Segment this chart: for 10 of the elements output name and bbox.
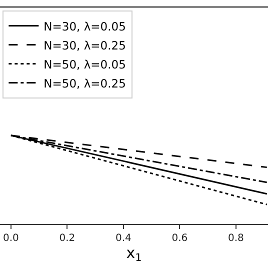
x-tick-label: 0.0 [3, 233, 19, 244]
legend-label: N=30, λ=0.25 [44, 38, 126, 52]
x-tick-label: 0.2 [59, 233, 76, 244]
x-tick-label: 0.4 [115, 233, 132, 244]
legend-label: N=30, λ=0.05 [44, 19, 126, 34]
legend-label: N=50, λ=0.25 [44, 76, 126, 90]
x-tick-label: 0.8 [228, 233, 244, 244]
legend-label: N=50, λ=0.05 [44, 57, 126, 72]
x-axis-title: x$_{1}$ [126, 244, 142, 264]
x-tick-label: 0.6 [172, 233, 188, 244]
